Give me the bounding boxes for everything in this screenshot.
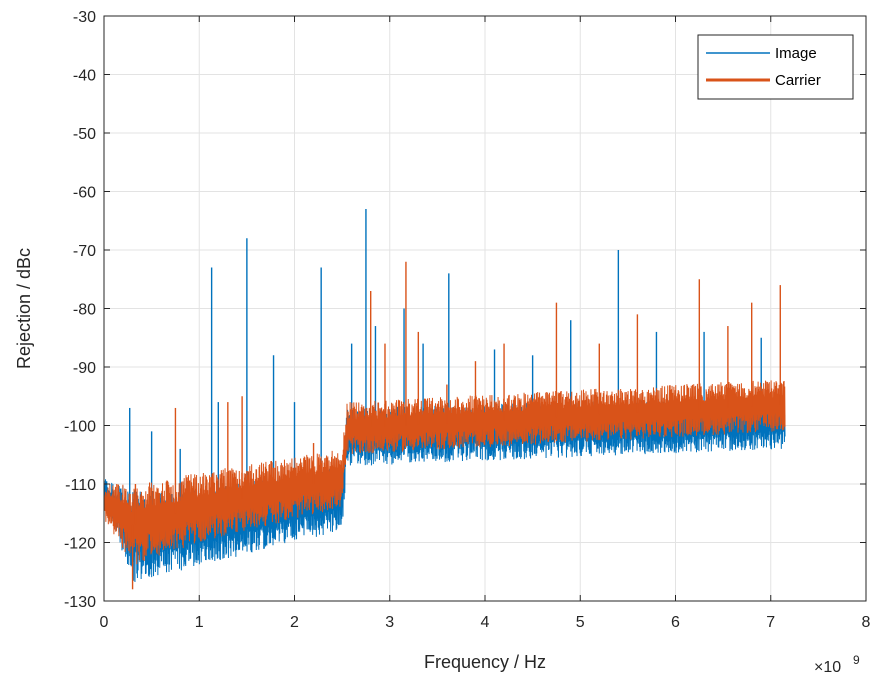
x-tick-label: 4 xyxy=(481,614,490,631)
axes: 0 1 2 3 4 5 6 7 8 -30 -40 -50 -60 -70 -80 -90 -100 -110 -1… xyxy=(14,9,871,676)
y-tick-label: -130 xyxy=(64,594,96,611)
series-line-carrier xyxy=(103,380,786,565)
y-tick-label: -40 xyxy=(73,68,96,85)
x-tick-label: 8 xyxy=(862,614,871,631)
y-tick-label: -120 xyxy=(64,536,96,553)
x-tick-label: 3 xyxy=(385,614,394,631)
y-tick-label: -70 xyxy=(73,243,96,260)
y-tick-label: -60 xyxy=(73,185,96,202)
legend-box xyxy=(697,34,854,100)
y-tick-label: -110 xyxy=(65,477,96,494)
x-tick-label: 0 xyxy=(100,614,109,631)
y-tick-label: -30 xyxy=(73,9,96,26)
x-tick-label: 7 xyxy=(766,614,775,631)
series-traces xyxy=(103,209,786,590)
legend-label-image: Image xyxy=(775,45,817,62)
y-axis-label: Rejection / dBc xyxy=(14,248,34,369)
y-tick-label: -100 xyxy=(64,419,96,436)
y-tick-label: -80 xyxy=(73,302,96,319)
y-tick-label: -50 xyxy=(73,126,96,143)
x-exponent-label: ×10 xyxy=(814,659,841,676)
x-exponent-power: 9 xyxy=(853,653,860,667)
x-tick-label: 5 xyxy=(576,614,585,631)
legend-label-carrier: Carrier xyxy=(775,72,821,89)
x-tick-label: 1 xyxy=(195,614,204,631)
x-tick-label: 6 xyxy=(671,614,680,631)
x-tick-label: 2 xyxy=(290,614,299,631)
legend: Image Carrier xyxy=(697,34,854,100)
x-axis-label: Frequency / Hz xyxy=(424,652,546,672)
y-tick-label: -90 xyxy=(73,360,96,377)
